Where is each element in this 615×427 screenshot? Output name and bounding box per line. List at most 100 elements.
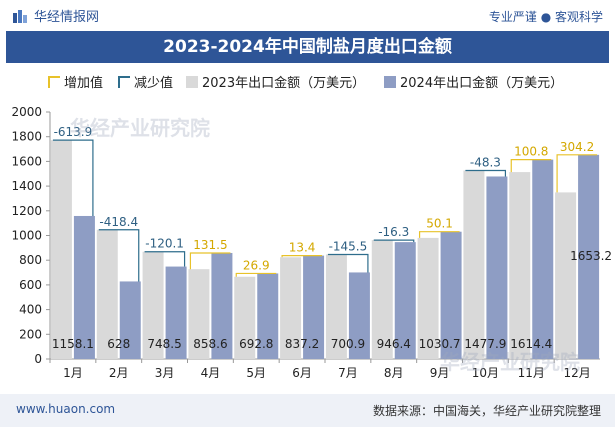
value-label-2024-8: 946.4 (377, 337, 411, 351)
change-label-1: -613.9 (54, 125, 93, 139)
bar-2024-1 (73, 215, 95, 359)
bar-2023-6 (280, 257, 302, 359)
bar-2023-7 (325, 254, 347, 359)
change-bracket-4 (189, 252, 231, 270)
change-bracket-7 (327, 253, 369, 273)
bar-2024-12 (578, 154, 600, 359)
value-label-2024-3: 748.5 (147, 337, 181, 351)
y-tick-label-0: 0 (34, 352, 42, 366)
y-tick-label-4: 800 (19, 253, 42, 267)
change-bracket-3 (144, 251, 186, 267)
brand-name: 华经情报网 (34, 10, 100, 25)
value-label-2024-1: 1158.1 (52, 337, 94, 351)
bar-2023-1 (50, 140, 72, 359)
change-bracket-6 (281, 255, 323, 258)
change-bracket-10 (465, 169, 507, 177)
x-tick-label-4: 4月 (201, 366, 221, 380)
x-tick-label-9: 9月 (430, 366, 450, 380)
y-tick-label-2: 400 (19, 303, 42, 317)
footer-source: 数据来源：中国海关，华经产业研究院整理 (372, 404, 601, 418)
change-label-7: -145.5 (329, 239, 368, 253)
legend-swatch-decrease (118, 75, 130, 88)
y-tick-label-3: 600 (19, 278, 42, 292)
value-label-2024-2: 628 (107, 337, 130, 351)
x-tick-label-1: 1月 (63, 366, 83, 380)
title-bar: 2023-2024年中国制盐月度出口金额 (6, 31, 609, 63)
change-bracket-5 (235, 272, 277, 277)
legend-swatch-increase (48, 75, 60, 88)
bar-chart: 0 200 400 600 800 1000 1200 1400 1600 1800 2000 -61… (11, 105, 612, 380)
legend-item-decrease: 减少值 (118, 72, 173, 91)
x-tick-label-10: 10月 (472, 366, 499, 380)
y-tick-label-7: 1400 (11, 179, 42, 193)
y-tick-label-9: 1800 (11, 130, 42, 144)
legend-item-2024: 2024年出口金额（万美元） (384, 72, 563, 91)
bar-2024-10 (486, 176, 508, 359)
bar-2023-3 (142, 251, 164, 359)
bar-2024-3 (165, 266, 187, 359)
bar-2023-8 (371, 240, 393, 359)
x-tick-label-6: 6月 (292, 366, 312, 380)
watermark: 华经产业研究院 (70, 116, 210, 140)
value-label-2024-10: 1477.9 (464, 337, 506, 351)
change-bracket-9 (418, 231, 460, 238)
value-label-2024-9: 1030.7 (419, 337, 461, 351)
bar-2023-12 (555, 192, 577, 359)
bar-2024-9 (440, 231, 462, 359)
change-label-8: -16.3 (378, 225, 409, 239)
bar-2024-5 (257, 273, 279, 359)
value-label-2024-5: 692.8 (239, 337, 273, 351)
legend-item-2023: 2023年出口金额（万美元） (186, 72, 365, 91)
brand: 华经情报网 (12, 6, 99, 25)
x-tick-label-5: 5月 (246, 366, 266, 380)
change-bracket-11 (510, 159, 552, 173)
change-label-2: -418.4 (99, 215, 138, 229)
value-label-2024-6: 837.2 (285, 337, 319, 351)
x-tick-label-2: 2月 (109, 366, 129, 380)
bar-2024-2 (119, 281, 141, 359)
value-label-2024-4: 858.6 (193, 337, 227, 351)
y-tick-label-5: 1000 (11, 229, 42, 243)
legend-swatch-2023 (186, 75, 198, 88)
bar-2024-8 (394, 242, 416, 359)
change-label-9: 50.1 (426, 217, 453, 231)
change-bracket-12 (556, 154, 598, 193)
legend-label-2024: 2024年出口金额（万美元） (400, 76, 564, 91)
legend: 增加值 减少值 2023年出口金额（万美元） 2024年出口金额（万美元） (0, 68, 615, 94)
x-tick-label-12: 12月 (563, 366, 590, 380)
legend-item-increase: 增加值 (48, 72, 103, 91)
y-tick-label-10: 2000 (11, 105, 42, 119)
bar-2023-4 (188, 269, 210, 359)
legend-label-2023: 2023年出口金额（万美元） (202, 76, 366, 91)
value-label-2024-12: 1653.2 (570, 249, 612, 263)
change-label-12: 304.2 (560, 140, 594, 154)
brand-logo-icon (13, 9, 27, 23)
footer-site: www.huaon.com (16, 402, 116, 416)
y-tick-label-8: 1600 (11, 154, 42, 168)
watermark-bottom: 华经产业研究院 (440, 350, 580, 374)
legend-swatch-2024 (384, 75, 396, 88)
value-label-2024-11: 1614.4 (510, 337, 552, 351)
top-bar: 华经情报网 专业严谨 ● 客观科学 (0, 0, 615, 30)
x-tick-label-7: 7月 (338, 366, 358, 380)
x-tick-label-3: 3月 (155, 366, 175, 380)
bar-2023-11 (509, 172, 531, 359)
bar-2023-5 (234, 276, 256, 359)
bar-2023-9 (417, 237, 439, 359)
x-tick-label-11: 11月 (518, 366, 545, 380)
y-tick-label-1: 200 (19, 327, 42, 341)
y-tick-label-6: 1200 (11, 204, 42, 218)
chart-title: 2023-2024年中国制盐月度出口金额 (163, 37, 452, 57)
legend-label-increase: 增加值 (64, 76, 104, 91)
bar-2024-11 (532, 159, 554, 359)
change-label-4: 131.5 (193, 238, 227, 252)
change-bracket-2 (98, 229, 140, 282)
bar-2024-7 (348, 272, 370, 359)
x-tick-label-8: 8月 (384, 366, 404, 380)
bar-2024-6 (303, 255, 325, 359)
change-label-5: 26.9 (243, 258, 270, 272)
bar-2024-4 (211, 252, 233, 359)
change-label-11: 100.8 (514, 145, 548, 159)
change-label-10: -48.3 (470, 156, 501, 170)
change-label-6: 13.4 (289, 241, 316, 255)
